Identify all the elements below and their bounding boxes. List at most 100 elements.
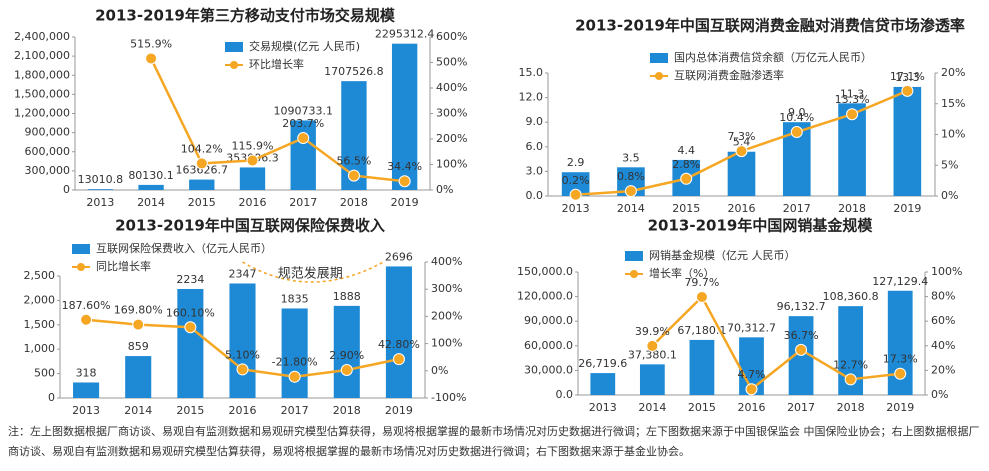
y-tick-label: 500 <box>34 367 55 380</box>
line-label: 169.80% <box>114 304 163 317</box>
bar <box>639 364 665 395</box>
line-label: 17.1% <box>890 70 925 83</box>
line-point <box>340 364 353 377</box>
y2-tick-label: 400% <box>436 81 467 94</box>
line-point <box>184 321 197 334</box>
footnote: 注：左上图数据根据厂商访谈、易观自有监测数据和易观研究模型估算获得，易观将根据掌… <box>8 425 980 458</box>
bar-label: 13.3 <box>895 71 920 84</box>
line-label: 34.4% <box>387 160 422 173</box>
y2-tick-label: 15% <box>941 97 965 110</box>
bar-label: 11.3 <box>840 87 865 100</box>
line-label: 42.80% <box>378 338 420 351</box>
y2-tick-label: 20% <box>941 66 965 79</box>
y-tick-label: 0.0 <box>556 388 574 401</box>
legend-label: 互联网保险保费收入（亿元人民币） <box>96 241 272 255</box>
line-point <box>246 154 259 167</box>
x-tick-label: 2015 <box>672 202 700 215</box>
line-label: 4.7% <box>738 368 766 381</box>
bar <box>590 373 616 395</box>
legend-swatch <box>650 53 668 63</box>
y2-tick-label: 10% <box>941 128 965 141</box>
line-label: 5.10% <box>225 348 260 361</box>
x-tick-label: 2017 <box>783 202 811 215</box>
y-tick-label: 1,500 <box>24 318 56 331</box>
legend-label: 同比增长率 <box>96 259 151 273</box>
y2-tick-label: 300% <box>436 107 467 120</box>
y-tick-label: 1,000 <box>24 342 56 355</box>
line-point <box>145 52 158 65</box>
y-tick-label: 2,000 <box>24 293 56 306</box>
bar <box>73 382 100 398</box>
line-point <box>297 132 310 145</box>
bar <box>391 43 418 191</box>
bar-label: 2295312.4 <box>375 28 435 41</box>
x-tick-label: 2014 <box>638 401 666 414</box>
y2-tick-label: 600% <box>436 30 467 43</box>
x-tick-label: 2015 <box>688 401 716 414</box>
y-tick-label: 150,000.0 <box>517 265 573 278</box>
y2-tick-label: 0% <box>941 189 958 202</box>
line-label: 0.8% <box>617 170 645 183</box>
bar-label: 26,719.6 <box>578 357 627 370</box>
y-tick-label: 90,000.0 <box>524 314 573 327</box>
bar-label: 2696 <box>385 250 413 263</box>
y-tick-label: 120,000.0 <box>517 290 573 303</box>
line-label: 56.5% <box>336 155 371 168</box>
line-point <box>844 373 857 386</box>
x-tick-label: 2017 <box>281 404 309 417</box>
bar <box>189 179 215 190</box>
bar-label: 1835 <box>281 292 309 305</box>
y2-tick-label: 20% <box>931 363 955 376</box>
bar-label: 1888 <box>333 290 361 303</box>
y-tick-label: 2,500 <box>24 269 56 282</box>
y-tick-label: 2,400,000 <box>14 30 70 43</box>
y-tick-label: 1,500,000 <box>14 87 70 100</box>
bar <box>229 283 256 398</box>
y2-tick-label: 400% <box>431 255 462 268</box>
line-point <box>80 313 93 326</box>
y2-tick-label: 0% <box>931 388 948 401</box>
x-tick-label: 2017 <box>787 401 815 414</box>
x-tick-label: 2019 <box>385 404 413 417</box>
line-point <box>398 175 411 188</box>
y-tick-label: 2,100,000 <box>14 49 70 62</box>
bar-label: 13010.8 <box>78 173 124 186</box>
line-point <box>132 318 145 331</box>
legend-dot <box>77 263 85 271</box>
bar <box>727 151 756 196</box>
bar <box>385 266 412 398</box>
line-point <box>347 169 360 182</box>
bar <box>561 172 590 196</box>
y2-tick-label: 200% <box>431 309 462 322</box>
line-point <box>695 290 708 303</box>
bar-label: 127,129.4 <box>872 275 928 288</box>
bar-label: 2234 <box>176 273 204 286</box>
chart-title: 2013-2019年中国网销基金规模 <box>648 217 874 235</box>
y-tick-label: 12.0 <box>519 91 544 104</box>
line-label: 115.9% <box>232 139 274 152</box>
y-tick-label: 15.0 <box>519 66 544 79</box>
y2-tick-label: 100% <box>931 265 962 278</box>
line-point <box>680 172 693 185</box>
bar <box>893 86 922 196</box>
bar-label: 859 <box>128 340 149 353</box>
x-tick-label: 2019 <box>391 196 419 209</box>
y-tick-label: 300,000 <box>25 164 71 177</box>
x-tick-label: 2014 <box>137 196 165 209</box>
x-tick-label: 2015 <box>188 196 216 209</box>
y-tick-label: 0.0 <box>526 189 544 202</box>
chart-title: 2013-2019年第三方移动支付市场交易规模 <box>95 7 396 25</box>
y2-tick-label: 40% <box>931 339 955 352</box>
x-tick-label: 2018 <box>838 202 866 215</box>
line-label: 36.7% <box>784 329 819 342</box>
bar <box>290 120 316 190</box>
line-label: 187.60% <box>62 299 111 312</box>
y-tick-label: 900,000 <box>25 126 71 139</box>
y-tick-label: 1,200,000 <box>14 107 70 120</box>
line-point <box>236 363 249 376</box>
line-label: 203.7% <box>282 117 324 130</box>
bar-label: 108,360.8 <box>823 290 879 303</box>
bar-label: 1090733.1 <box>273 104 333 117</box>
